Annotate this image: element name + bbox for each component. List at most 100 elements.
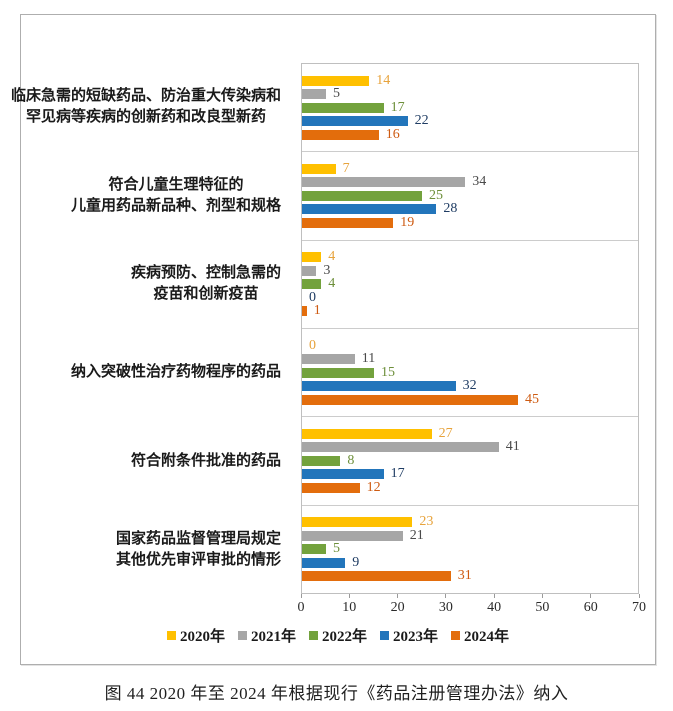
axis-tick-label: 10 — [342, 600, 357, 615]
bar-row: 4 — [302, 276, 638, 292]
bar-value-label: 41 — [505, 439, 520, 455]
category-cell: 符合儿童生理特征的儿童用药品新品种、剂型和规格 — [21, 152, 291, 241]
bar-value-label: 1 — [313, 303, 321, 319]
category-label-line: 儿童用药品新品种、剂型和规格 — [70, 197, 281, 214]
bar-row: 11 — [302, 351, 638, 367]
bar-row: 5 — [302, 541, 638, 557]
bar-2023年 — [302, 469, 384, 480]
bar-value-label: 14 — [376, 72, 391, 88]
bar-row: 32 — [302, 379, 638, 393]
category-cell: 疾病预防、控制急需的 疫苗和创新疫苗 — [21, 240, 291, 329]
category-label-line: 符合附条件批准的药品 — [130, 452, 281, 469]
legend-swatch-icon — [166, 631, 176, 640]
legend-label: 2024年 — [464, 629, 510, 645]
axis-tick-mark — [541, 594, 543, 598]
bar-2021年 — [302, 265, 317, 276]
bar-row: 19 — [302, 214, 638, 230]
bar-row: 22 — [302, 114, 638, 128]
bar-value-label: 27 — [438, 425, 453, 441]
category-band: 27 41 8 17 12 — [302, 417, 638, 506]
bar-2020年 — [302, 252, 322, 263]
bar-value-label: 5 — [333, 541, 340, 557]
bar-value-label: 28 — [443, 201, 458, 217]
bar-2024年 — [302, 217, 394, 228]
bar-2023年 — [302, 381, 456, 392]
axis-tick-label: 60 — [583, 600, 598, 615]
bar-value-label: 19 — [400, 214, 415, 230]
axis-tick-label: 0 — [297, 600, 305, 615]
bar-2022年 — [302, 367, 374, 378]
bar-row: 23 — [302, 515, 638, 529]
category-cell: 符合附条件批准的药品 — [21, 417, 291, 506]
bar-row: 8 — [302, 453, 638, 467]
category-label-line: 国家药品监督管理局规定 — [115, 530, 281, 547]
bar-row: 21 — [302, 527, 638, 543]
bar-row: 34 — [302, 174, 638, 190]
bar-2024年 — [302, 482, 360, 493]
bar-value-label: 17 — [390, 466, 405, 482]
bar-row: 3 — [302, 262, 638, 278]
bar-chart: 临床急需的短缺药品、防治重大传染病和 罕见病等疾病的创新药和改良型新药符合儿童生理… — [11, 14, 656, 665]
category-band: 23 21 5 9 31 — [302, 506, 638, 593]
bar-value-label: 4 — [328, 276, 336, 292]
legend-label: 2020年 — [179, 629, 225, 645]
bar-row: 15 — [302, 364, 638, 380]
axis-tick-mark — [445, 594, 447, 598]
category-label-line: 其他优先审评审批的情形 — [115, 551, 281, 568]
bar-2024年 — [302, 129, 379, 140]
bar-row: 5 — [302, 87, 638, 101]
figure-caption: 图 44 2020 年至 2024 年根据现行《药品注册管理办法》纳入 — [104, 684, 569, 703]
bar-2021年 — [302, 442, 499, 453]
bar-value-label: 0 — [309, 289, 316, 305]
legend-item: 2024年 — [451, 625, 509, 646]
plot-area: 14 5 17 22 16 7 34 25 28 19 4 3 4 0 1 0 11 15 32 45 27 41 8 17 1… — [301, 63, 639, 594]
bar-row: 25 — [302, 188, 638, 202]
bar-2022年 — [302, 455, 341, 466]
bar-2023年 — [302, 557, 346, 568]
bar-value-label: 31 — [457, 568, 472, 584]
axis-tick-mark — [590, 594, 592, 598]
bar-row: 45 — [302, 391, 638, 407]
bar-2024年 — [302, 306, 307, 317]
bar-row: 0 — [302, 338, 638, 352]
bar-value-label: 15 — [381, 364, 395, 380]
bar-2021年 — [302, 89, 326, 100]
axis-tick-mark — [638, 594, 640, 598]
bar-2023年 — [302, 204, 437, 215]
category-label-line: 疫苗和创新疫苗 — [153, 286, 259, 303]
legend-swatch-icon — [237, 631, 247, 640]
axis-tick-mark — [397, 594, 399, 598]
category-label-line: 符合儿童生理特征的 — [108, 176, 244, 193]
bar-value-label: 34 — [472, 174, 487, 190]
bar-value-label: 16 — [385, 126, 400, 142]
category-band: 7 34 25 28 19 — [302, 152, 638, 241]
bar-row: 31 — [302, 568, 638, 584]
legend-swatch-icon — [308, 631, 318, 640]
x-axis-labels: 0 10 20 30 40 50 60 70 — [297, 600, 647, 618]
bar-value-label: 11 — [361, 351, 376, 367]
bar-row: 28 — [302, 201, 638, 217]
bar-2024年 — [302, 394, 518, 405]
bar-value-label: 9 — [352, 554, 360, 570]
category-label: 临床急需的短缺药品、防治重大传染病和 罕见病等疾病的创新药和改良型新药 — [11, 86, 281, 128]
bar-2020年 — [302, 428, 432, 439]
bar-value-label: 45 — [525, 391, 539, 407]
bar-row: 41 — [302, 439, 638, 455]
category-label-line: 临床急需的短缺药品、防治重大传染病和 — [10, 88, 281, 105]
category-label-line: 纳入突破性治疗药物程序的药品 — [70, 364, 281, 381]
category-label: 国家药品监督管理局规定 其他优先审评审批的情形 — [116, 529, 281, 571]
bar-row: 17 — [302, 99, 638, 115]
bar-2022年 — [302, 190, 422, 201]
category-cell: 国家药品监督管理局规定 其他优先审评审批的情形 — [21, 506, 291, 595]
legend-item: 2022年 — [308, 625, 367, 646]
bar-value-label: 17 — [390, 99, 405, 115]
bar-value-label: 21 — [409, 527, 424, 543]
legend-label: 2023年 — [393, 629, 439, 645]
category-band: 0 11 15 32 45 — [302, 329, 638, 418]
bar-value-label: 3 — [323, 262, 331, 278]
axis-tick-label: 30 — [438, 600, 453, 615]
bar-row: 0 — [302, 289, 638, 305]
x-axis-ticks — [300, 594, 640, 599]
